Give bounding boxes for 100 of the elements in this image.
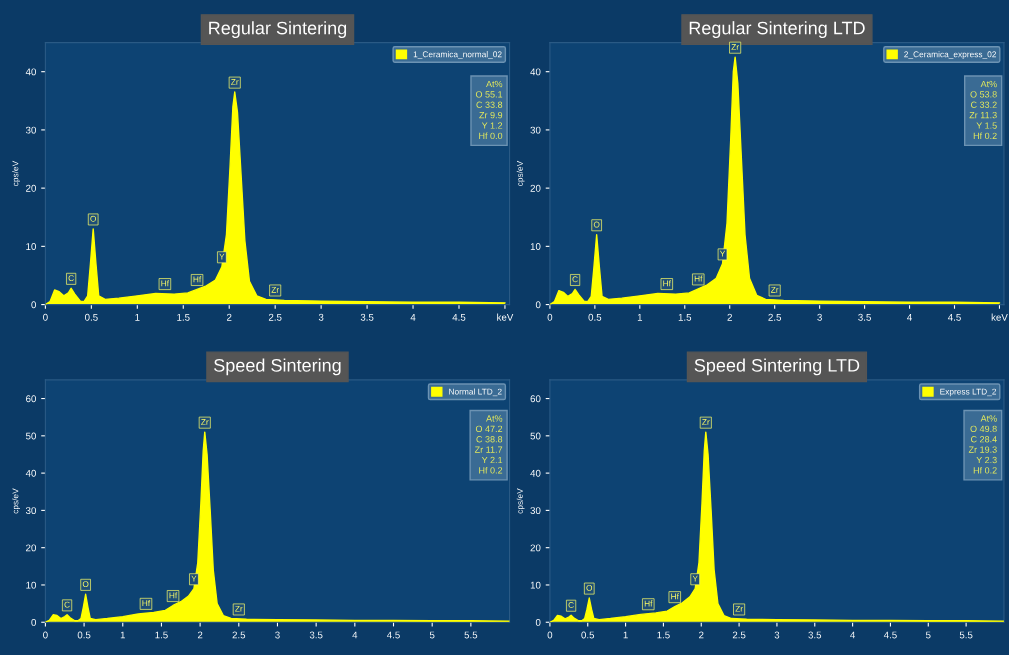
legend-label: 1_Ceramica_normal_02 — [413, 51, 502, 59]
annotation: Hf — [193, 276, 202, 283]
y-tick-label: 10 — [26, 243, 36, 250]
annotation: C — [64, 601, 70, 608]
x-tick-label: 2 — [197, 631, 203, 639]
x-tick-label: 5.5 — [959, 631, 973, 639]
annotation: At% — [486, 80, 503, 88]
annotation: O — [593, 221, 600, 228]
annotation: O 47.2 — [475, 425, 503, 433]
annotation: Y 1.2 — [481, 122, 503, 129]
legend-label: Normal LTD_2 — [449, 388, 502, 397]
annotation: O — [586, 584, 593, 591]
y-tick-label: 50 — [530, 432, 541, 440]
annotation: Zr 19.3 — [968, 446, 997, 453]
x-tick-label: 3 — [774, 631, 780, 639]
annotation: Zr 11.3 — [969, 111, 997, 119]
x-tick-label: 2.5 — [232, 631, 246, 639]
annotation: At% — [980, 80, 997, 88]
y-tick-label: 0 — [535, 618, 541, 626]
y-tick-label: 0 — [31, 618, 36, 626]
y-tick-label: 30 — [25, 507, 36, 515]
chart-title: Speed Sintering LTD — [694, 358, 860, 376]
y-tick-label: 60 — [530, 395, 541, 403]
x-tick-label: 2 — [227, 313, 232, 321]
y-tick-label: 20 — [26, 544, 36, 552]
annotation: Hf — [644, 600, 653, 607]
x-tick-label: 0.5 — [84, 313, 98, 321]
annotation: Hf — [142, 599, 151, 607]
x-tick-label: 2.5 — [268, 313, 282, 321]
y-tick-label: 20 — [530, 544, 541, 552]
x-tick-label: 4.5 — [386, 631, 400, 639]
annotation: Hf — [694, 275, 703, 282]
y-tick-label: 60 — [26, 395, 36, 403]
x-tick-label: 4.5 — [947, 313, 961, 321]
y-tick-label: 30 — [530, 507, 541, 515]
annotation: Y 1.5 — [976, 122, 997, 129]
x-tick-label: 5 — [925, 631, 931, 639]
annotation: Y — [692, 575, 698, 582]
x-tick-label: 1 — [623, 631, 628, 639]
x-tick-label: 3 — [275, 631, 280, 639]
y-axis-title: cps/eV — [516, 488, 525, 514]
y-tick-label: 10 — [26, 581, 36, 589]
annotation: Zr — [201, 419, 209, 425]
legend-label: Express LTD_2 — [940, 388, 997, 397]
x-tick-label: 1 — [637, 313, 643, 321]
annotation: Hf — [663, 280, 671, 287]
chart-title: Speed Sintering — [214, 358, 341, 376]
chart-title: Regular Sintering — [209, 21, 347, 38]
y-axis-title: cps/eV — [12, 160, 21, 186]
annotation: O 55.1 — [475, 91, 503, 98]
x-tick-label: 5.5 — [464, 631, 478, 639]
annotation: At% — [980, 415, 997, 422]
x-tick-label: 0 — [43, 631, 48, 639]
annotation: Hf 0.2 — [973, 466, 997, 474]
annotation: C — [568, 602, 574, 608]
x-tick-label: 0.5 — [581, 631, 595, 639]
chart-title: Regular Sintering LTD — [689, 21, 865, 38]
x-tick-label: 0 — [43, 313, 48, 321]
annotation: Y 2.1 — [481, 456, 503, 464]
annotation: Hf — [161, 280, 170, 287]
x-tick-label: 3.5 — [309, 631, 323, 639]
x-tick-label: 0 — [547, 631, 553, 639]
y-tick-label: 40 — [530, 68, 541, 76]
x-tick-label: 1.5 — [678, 313, 692, 321]
x-tick-label: 3 — [318, 313, 324, 321]
annotation: O 53.8 — [970, 91, 997, 98]
x-tick-label: 1 — [120, 631, 125, 639]
x-tick-label: 2 — [727, 313, 732, 321]
x-tick-label: 5 — [429, 631, 435, 639]
annotation: Hf 0.2 — [479, 466, 503, 474]
annotation: At% — [486, 415, 503, 422]
y-tick-label: 0 — [31, 301, 36, 309]
x-tick-label: 2.5 — [768, 313, 782, 321]
annotation: Zr — [702, 419, 710, 425]
annotation: Hf 0.0 — [479, 132, 503, 140]
x-tick-label: 4.5 — [452, 313, 466, 321]
y-tick-label: 0 — [535, 301, 541, 309]
x-tick-label: 3.5 — [858, 313, 871, 321]
x-tick-label: 4 — [410, 313, 416, 321]
x-tick-label: 1.5 — [177, 313, 190, 321]
x-tick-label: 0.5 — [588, 313, 602, 321]
x-tick-label: 2 — [699, 631, 704, 639]
x-tick-label: 4 — [907, 313, 912, 321]
annotation: Y — [719, 250, 726, 257]
y-tick-label: 20 — [26, 184, 36, 192]
x-tick-label: keV — [991, 313, 1008, 321]
y-tick-label: 50 — [25, 432, 36, 440]
y-tick-label: 20 — [530, 184, 541, 192]
annotation: Y 2.3 — [976, 456, 997, 464]
y-axis-title: cps/eV — [516, 160, 525, 186]
annotation: Zr — [235, 605, 243, 612]
y-tick-label: 10 — [530, 243, 541, 250]
annotation: C 28.4 — [971, 436, 997, 443]
annotation: O 49.8 — [970, 425, 997, 433]
y-tick-label: 40 — [25, 68, 36, 76]
y-tick-label: 30 — [530, 126, 541, 134]
annotation: Hf — [671, 593, 679, 600]
y-tick-label: 30 — [25, 126, 36, 134]
x-tick-label: 1.5 — [155, 631, 168, 639]
x-tick-label: 4.5 — [883, 631, 897, 639]
